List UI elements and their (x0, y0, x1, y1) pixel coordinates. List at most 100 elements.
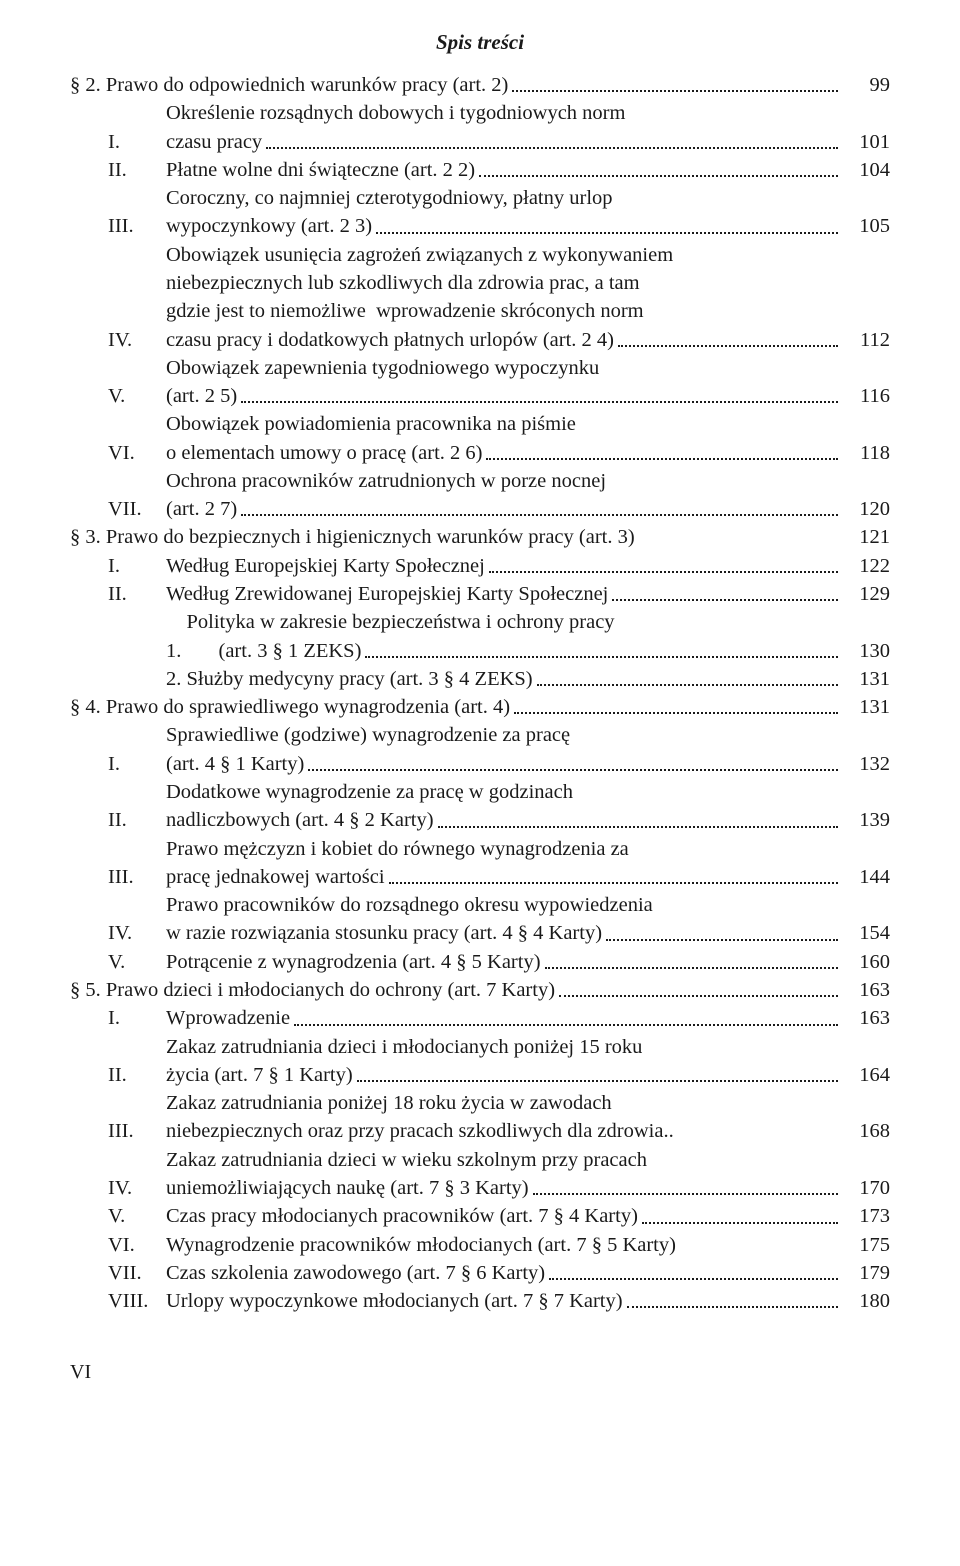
toc-entry-label: VII. (108, 495, 166, 523)
toc-entry: IV. Prawo pracowników do rozsądnego okre… (70, 891, 890, 948)
toc-entry-label: I. (108, 552, 166, 580)
toc-entry-label: § 5. (70, 976, 106, 1004)
toc-entry-label: V. (108, 948, 166, 976)
toc-entry: II. Zakaz zatrudniania dzieci i młodocia… (70, 1033, 890, 1090)
toc-entry: III. Coroczny, co najmniej czterotygodni… (70, 184, 890, 241)
toc-entry-page: 160 (842, 948, 890, 976)
toc-entry-text: Prawo do odpowiednich warunków pracy (ar… (106, 71, 508, 99)
toc-entry: VII. Czas szkolenia zawodowego (art. 7 §… (70, 1259, 890, 1287)
toc-leader (680, 1251, 838, 1252)
toc-entry: II. Według Zrewidowanej Europejskiej Kar… (70, 580, 890, 608)
toc-entry-text: Ochrona pracowników zatrudnionych w porz… (166, 467, 890, 495)
toc-entry-label: § 3. (70, 523, 106, 551)
toc-entry-label: VI. (108, 439, 166, 467)
toc-entry-label: V. (108, 1202, 166, 1230)
toc-entry: VI. Wynagrodzenie pracowników młodociany… (70, 1231, 890, 1259)
toc-entry: § 3. Prawo do bezpiecznych i higieniczny… (70, 523, 890, 551)
toc-leader (618, 345, 838, 347)
toc-entry-page: 180 (842, 1287, 890, 1315)
toc-entry: IV. Zakaz zatrudniania dzieci w wieku sz… (70, 1146, 890, 1203)
toc-entry-page: 116 (842, 382, 890, 410)
toc-entry-page: 154 (842, 919, 890, 947)
page-number-footer: VI (70, 1359, 890, 1387)
toc-leader (489, 571, 838, 573)
toc-entry-text: Czas szkolenia zawodowego (art. 7 § 6 Ka… (166, 1259, 545, 1287)
toc-leader (512, 90, 838, 92)
toc-entry-text: wypoczynkowy (art. 2 3) (166, 212, 372, 240)
toc-leader (308, 769, 838, 771)
toc-entry-text: Określenie rozsądnych dobowych i tygodni… (166, 99, 890, 127)
toc-entry-page: 131 (842, 693, 890, 721)
toc-entry-text: Obowiązek zapewnienia tygodniowego wypoc… (166, 354, 890, 382)
toc-leader (612, 599, 838, 601)
toc-entry: III. Prawo mężczyzn i kobiet do równego … (70, 835, 890, 892)
toc-entry-text: Urlopy wypoczynkowe młodocianych (art. 7… (166, 1287, 623, 1315)
toc-entry: V. Obowiązek zapewnienia tygodniowego wy… (70, 354, 890, 411)
toc-entry-page: 101 (842, 128, 890, 156)
toc-entry-page: 139 (842, 806, 890, 834)
toc-entry-label: III. (108, 1117, 166, 1145)
toc-entry-text: Według Zrewidowanej Europejskiej Karty S… (166, 580, 608, 608)
toc-entry-text: Zakaz zatrudniania poniżej 18 roku życia… (166, 1089, 890, 1117)
toc-entry-page: 179 (842, 1259, 890, 1287)
toc-entry-page: 168 (842, 1117, 890, 1145)
toc-entry-text: Czas pracy młodocianych pracowników (art… (166, 1202, 638, 1230)
toc-entry: I. Określenie rozsądnych dobowych i tygo… (70, 99, 890, 156)
toc-entry-label: II. (108, 1061, 166, 1089)
toc-leader (266, 147, 838, 149)
toc-leader (549, 1278, 838, 1280)
toc-entry-label: I. (108, 128, 166, 156)
toc-entry: § 5. Prawo dzieci i młodocianych do ochr… (70, 976, 890, 1004)
toc-entry-page: 129 (842, 580, 890, 608)
toc-entry-page: 173 (842, 1202, 890, 1230)
toc-entry-text: Polityka w zakresie bezpieczeństwa i och… (187, 608, 891, 636)
toc-entry-label: 2. (166, 665, 187, 693)
toc-leader (486, 458, 838, 460)
toc-leader (438, 826, 838, 828)
toc-entry-text: Prawo dzieci i młodocianych do ochrony (… (106, 976, 555, 1004)
toc-leader (241, 514, 838, 516)
toc-entry-page: 163 (842, 976, 890, 1004)
toc-entry-text: Wprowadzenie (166, 1004, 290, 1032)
toc-entry: VI. Obowiązek powiadomienia pracownika n… (70, 410, 890, 467)
toc-entry-text: Obowiązek usunięcia zagrożeń związanych … (166, 241, 890, 269)
toc-entry-label: I. (108, 1004, 166, 1032)
toc-leader (514, 712, 838, 714)
toc-entry: I. Wprowadzenie 163 (70, 1004, 890, 1032)
toc-entry-text: Coroczny, co najmniej czterotygodniowy, … (166, 184, 890, 212)
toc-entry-label: VI. (108, 1231, 166, 1259)
toc-entry: II. Dodatkowe wynagrodzenie za pracę w g… (70, 778, 890, 835)
toc-entry: III. Zakaz zatrudniania poniżej 18 roku … (70, 1089, 890, 1146)
toc-entry: § 2. Prawo do odpowiednich warunków prac… (70, 71, 890, 99)
toc-entry-text: Wynagrodzenie pracowników młodocianych (… (166, 1231, 676, 1259)
toc-leader (606, 939, 838, 941)
toc-entry-page: 121 (842, 523, 890, 551)
toc-entry-text: w razie rozwiązania stosunku pracy (art.… (166, 919, 602, 947)
toc-entry-page: 163 (842, 1004, 890, 1032)
toc-entry-label: VII. (108, 1259, 166, 1287)
toc-entry-page: 118 (842, 439, 890, 467)
page-header: Spis treści (70, 28, 890, 57)
toc-entry-page: 99 (842, 71, 890, 99)
toc-entry: § 4. Prawo do sprawiedliwego wynagrodzen… (70, 693, 890, 721)
toc-entry-page: 131 (842, 665, 890, 693)
toc-entry-text: Prawo do bezpiecznych i higienicznych wa… (106, 523, 635, 551)
toc-entry-text: Zakaz zatrudniania dzieci i młodocianych… (166, 1033, 890, 1061)
toc-entry-page: 164 (842, 1061, 890, 1089)
toc-entry-text: Płatne wolne dni świąteczne (art. 2 2) (166, 156, 475, 184)
toc-entry-text: Dodatkowe wynagrodzenie za pracę w godzi… (166, 778, 890, 806)
toc-entry: VIII. Urlopy wypoczynkowe młodocianych (… (70, 1287, 890, 1315)
toc-entry-text: niebezpiecznych lub szkodliwych dla zdro… (166, 269, 890, 297)
toc-entry-text: (art. 3 § 1 ZEKS) (219, 637, 362, 665)
toc-entry-text: Prawo pracowników do rozsądnego okresu w… (166, 891, 890, 919)
toc-entry-label: III. (108, 212, 166, 240)
toc-entry-label: II. (108, 580, 166, 608)
toc-entry-label: I. (108, 750, 166, 778)
toc-entry-page: 120 (842, 495, 890, 523)
toc-entry-page: 122 (842, 552, 890, 580)
toc-entry-page: 132 (842, 750, 890, 778)
toc-entry-text: Według Europejskiej Karty Społecznej (166, 552, 485, 580)
toc-leader (294, 1024, 838, 1026)
toc-leader (639, 544, 838, 545)
toc-entry: IV. Obowiązek usunięcia zagrożeń związan… (70, 241, 890, 354)
